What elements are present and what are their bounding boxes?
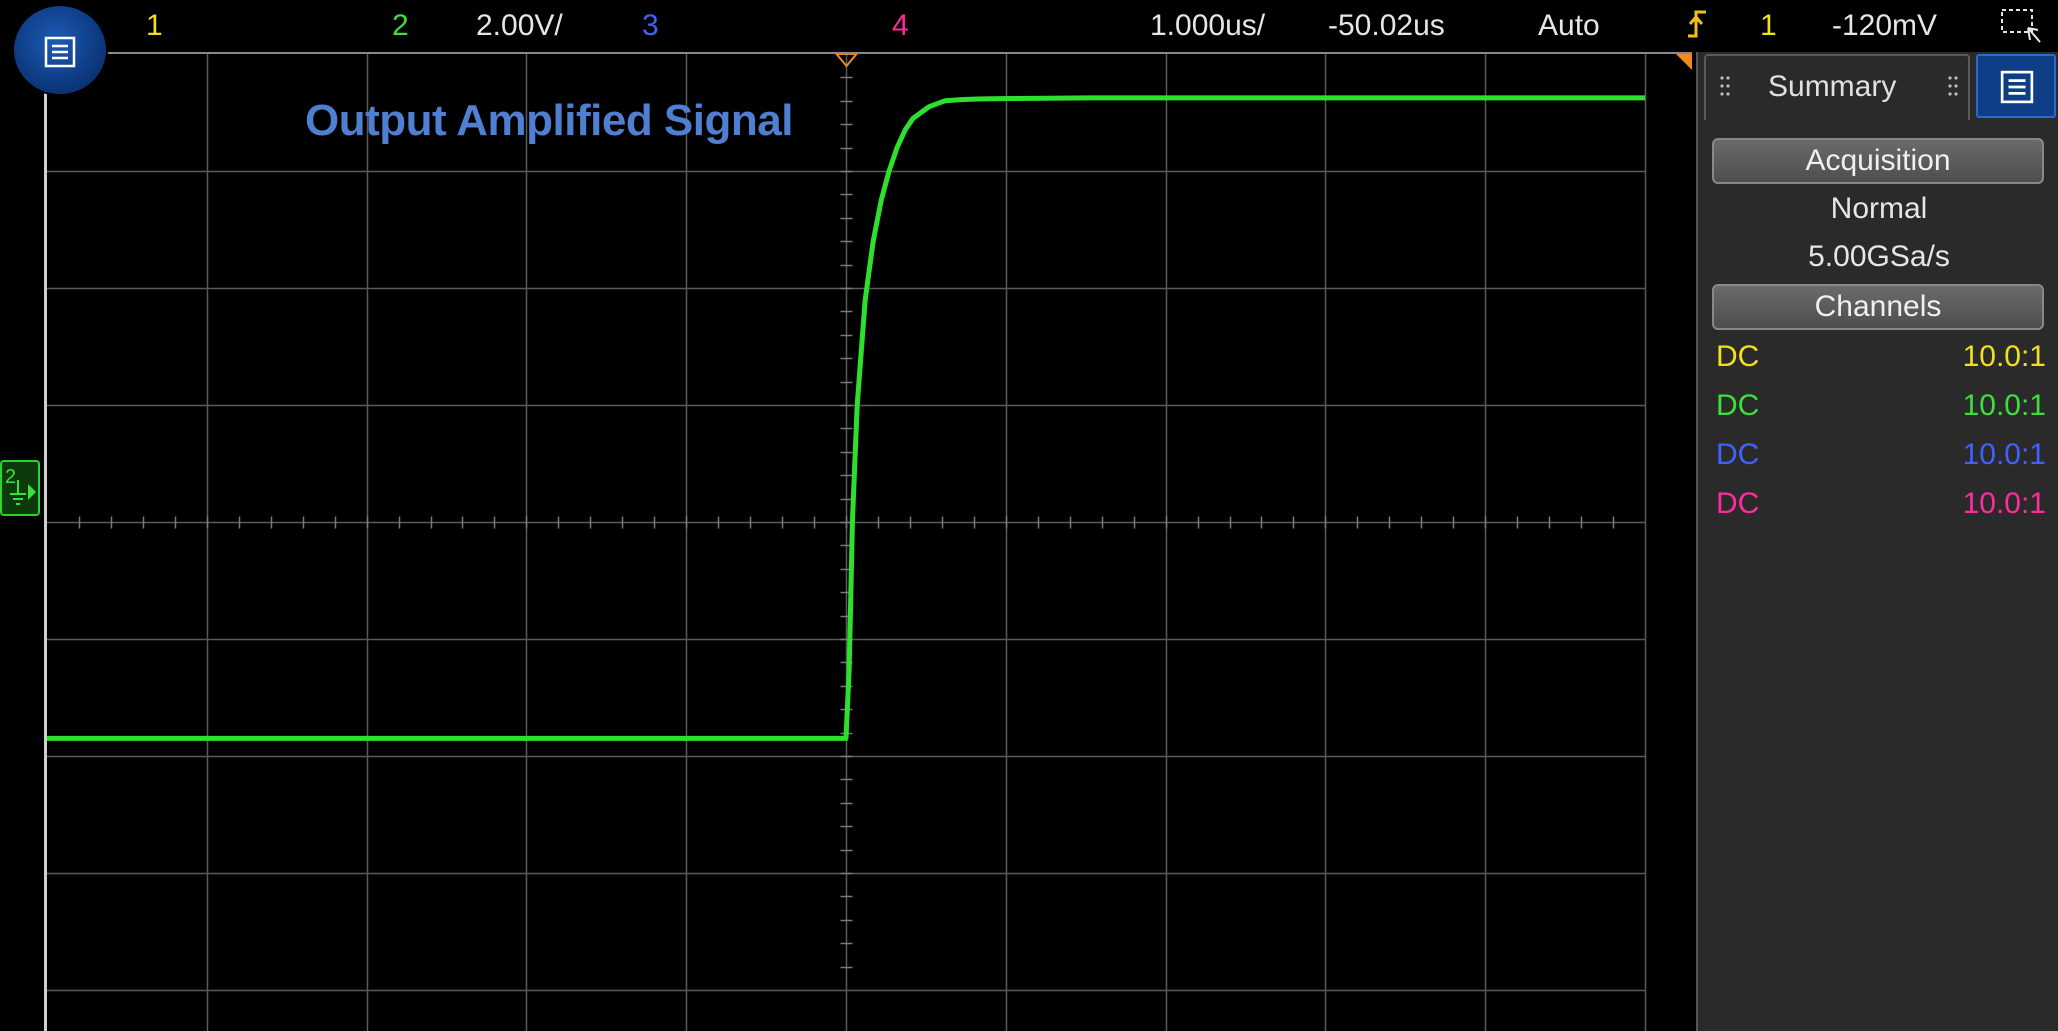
channel-4-coupling: DC: [1716, 487, 1760, 520]
trigger-level[interactable]: -120mV: [1832, 9, 1938, 42]
waveform-display[interactable]: Output Amplified Signal: [44, 52, 1692, 1031]
trigger-level-marker: [1676, 54, 1692, 70]
series-line: [47, 95, 1645, 741]
drag-grip-icon[interactable]: [1948, 74, 1958, 98]
ground-marker-label: 2: [5, 466, 17, 488]
menu-list-icon: [2000, 70, 2034, 104]
trigger-mode[interactable]: Auto: [1538, 9, 1600, 42]
channel-2-coupling: DC: [1716, 389, 1760, 422]
menu-list-icon: [44, 36, 76, 68]
drag-grip-icon[interactable]: [1720, 74, 1730, 98]
sample-rate: 5.00GSa/s: [1808, 240, 1950, 273]
channel-2-label[interactable]: 2: [392, 9, 409, 42]
channel-row-3[interactable]: DC 10.0:1: [1716, 438, 2046, 474]
channel-row-4[interactable]: DC 10.0:1: [1716, 487, 2046, 523]
acquisition-header[interactable]: Acquisition: [1712, 138, 2044, 184]
channels-header[interactable]: Channels: [1712, 284, 2044, 330]
trigger-position-marker: [835, 54, 858, 68]
timebase-scale[interactable]: 1.000us/: [1150, 9, 1266, 42]
main-menu-button[interactable]: [14, 6, 106, 94]
acquisition-mode: Normal: [1830, 192, 1928, 225]
channel-2-probe: 10.0:1: [1962, 389, 2046, 422]
ground-icon: [10, 480, 36, 505]
channel-2-scale[interactable]: 2.00V/: [476, 9, 563, 42]
status-bar: 1 2 2.00V/ 3 4 1.000us/ -50.02us Auto 1 …: [0, 0, 2058, 52]
channel-3-probe: 10.0:1: [1962, 438, 2046, 471]
channel-2-ground-marker[interactable]: 2: [0, 460, 40, 516]
rising-edge-trigger-icon[interactable]: [1686, 6, 1708, 51]
zoom-select-icon[interactable]: [2000, 8, 2044, 55]
panel-menu-button[interactable]: [1976, 54, 2056, 118]
channel-row-2[interactable]: DC 10.0:1: [1716, 389, 2046, 425]
waveform-graticule: [47, 54, 1692, 1031]
tab-summary-label: Summary: [1768, 70, 1897, 103]
channel-1-label[interactable]: 1: [146, 9, 163, 42]
tab-summary[interactable]: Summary: [1704, 54, 1970, 120]
channel-row-1[interactable]: DC 10.0:1: [1716, 340, 2046, 376]
horizontal-delay[interactable]: -50.02us: [1328, 9, 1445, 42]
channel-4-label[interactable]: 4: [892, 9, 909, 42]
channel-3-label[interactable]: 3: [642, 9, 659, 42]
trigger-source[interactable]: 1: [1760, 9, 1777, 42]
channel-4-probe: 10.0:1: [1962, 487, 2046, 520]
channel-1-coupling: DC: [1716, 340, 1760, 373]
channel-3-coupling: DC: [1716, 438, 1760, 471]
plot-title: Output Amplified Signal: [305, 96, 793, 145]
summary-panel: Summary Acquisition Normal 5.00GSa/s Cha…: [1696, 52, 2058, 1031]
channel-1-probe: 10.0:1: [1962, 340, 2046, 373]
